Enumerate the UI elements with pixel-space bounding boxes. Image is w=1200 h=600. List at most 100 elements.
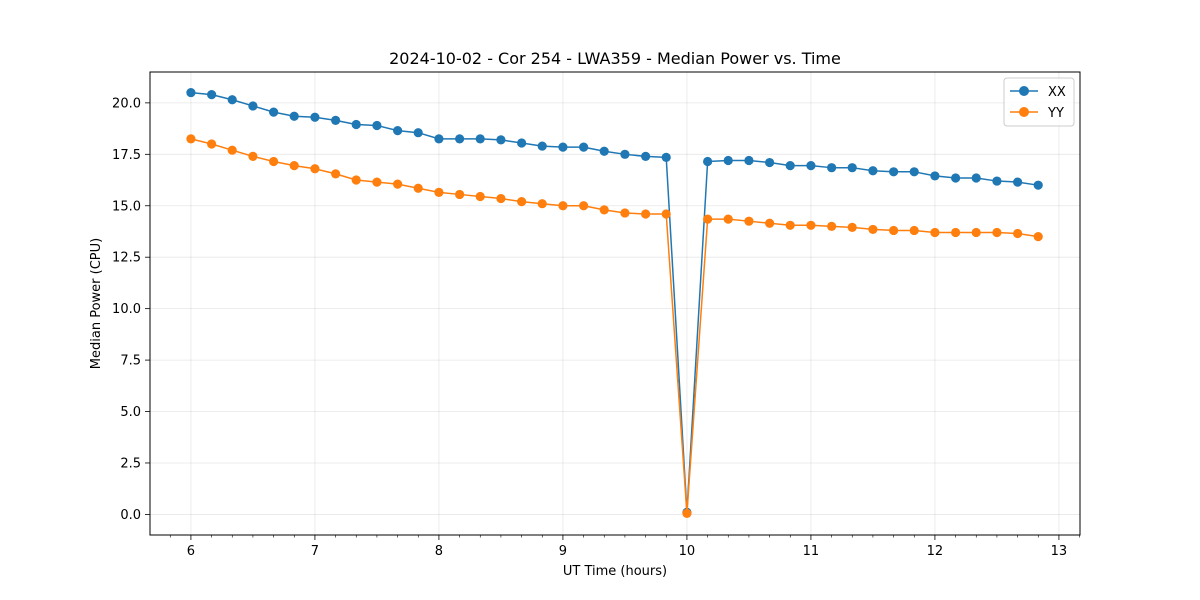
data-point-yy [351,175,361,185]
data-point-yy [1013,228,1023,239]
x-tick-label: 12 [927,544,944,559]
data-point-xx [331,115,341,125]
data-point-yy [909,225,919,236]
data-point-xx [661,152,671,162]
data-point-xx [186,87,196,98]
y-tick-label: 7.5 [120,354,141,369]
data-point-yy [289,161,299,171]
data-point-xx [310,112,320,122]
data-point-xx [1033,180,1043,190]
y-axis-label: Median Power (CPU) [89,238,104,369]
data-point-yy [992,227,1002,238]
data-point-yy [682,508,692,518]
data-point-yy [827,221,837,231]
data-point-yy [703,214,713,224]
data-point-xx [579,142,589,152]
y-tick-label: 5.0 [120,405,141,420]
data-point-xx [992,176,1002,186]
data-point-xx [599,146,609,156]
data-point-yy [744,216,754,226]
data-point-yy [434,187,444,197]
data-point-xx [620,149,630,159]
y-tick-label: 10.0 [112,302,141,317]
data-point-xx [971,173,981,183]
data-point-xx [558,142,568,152]
data-point-yy [496,193,506,204]
data-point-yy [847,222,857,232]
legend-marker-xx [1019,86,1029,96]
legend-label-yy: YY [1047,106,1064,121]
data-point-yy [930,227,940,238]
data-point-xx [641,151,651,161]
data-point-xx [1013,177,1023,187]
data-point-xx [909,167,919,177]
data-point-yy [1033,232,1043,242]
data-point-xx [248,101,258,111]
data-point-xx [434,134,444,144]
data-point-xx [289,111,299,121]
data-point-yy [455,189,465,200]
data-point-yy [971,227,981,238]
data-point-xx [413,128,423,138]
y-tick-label: 15.0 [112,199,141,214]
data-point-yy [331,169,341,179]
data-point-yy [951,227,961,238]
x-tick-label: 9 [559,544,567,559]
data-point-yy [207,139,217,149]
y-tick-label: 0.0 [120,508,141,523]
data-point-yy [475,191,485,202]
data-point-xx [703,156,713,167]
series-yy [186,134,1043,518]
data-point-yy [517,197,527,207]
data-point-xx [517,138,527,148]
data-point-yy [248,151,258,161]
plot-area-frame [149,71,1081,536]
data-point-xx [806,161,816,171]
data-point-yy [372,177,382,187]
legend-marker-yy [1019,107,1029,117]
data-point-yy [393,179,403,189]
grid [150,72,1080,535]
data-point-xx [537,141,547,151]
data-point-yy [620,208,630,218]
data-point-xx [455,134,465,144]
data-point-yy [765,218,775,228]
y-tick-label: 20.0 [112,96,141,111]
data-point-xx [930,171,940,181]
data-point-yy [227,145,237,155]
data-point-xx [785,161,795,171]
data-point-xx [496,135,506,145]
data-point-yy [310,164,320,174]
data-point-xx [868,166,878,176]
data-point-yy [579,201,589,211]
y-tick-label: 2.5 [120,456,141,471]
data-point-xx [827,163,837,173]
y-tick-label: 12.5 [112,251,141,266]
x-tick-label: 13 [1051,544,1068,559]
data-point-yy [186,134,196,144]
data-point-yy [537,199,547,209]
data-point-yy [785,220,795,230]
x-tick-label: 11 [803,544,820,559]
data-point-yy [868,224,878,235]
data-point-yy [806,220,816,230]
data-point-yy [661,209,671,219]
x-tick-label: 10 [679,544,696,559]
data-point-xx [351,119,361,130]
data-point-xx [475,134,485,144]
legend: XX YY [1003,77,1075,127]
data-point-yy [889,225,899,236]
data-point-xx [207,90,217,100]
data-point-xx [889,167,899,177]
data-point-yy [641,209,651,219]
y-tick-label: 17.5 [112,148,141,163]
chart-title: 2024-10-02 - Cor 254 - LWA359 - Median P… [389,49,841,68]
data-point-xx [744,155,754,166]
data-point-xx [847,163,857,173]
data-point-xx [227,95,237,105]
data-point-yy [558,201,568,211]
data-point-xx [372,120,382,131]
data-point-xx [765,157,775,168]
data-point-xx [723,155,733,166]
